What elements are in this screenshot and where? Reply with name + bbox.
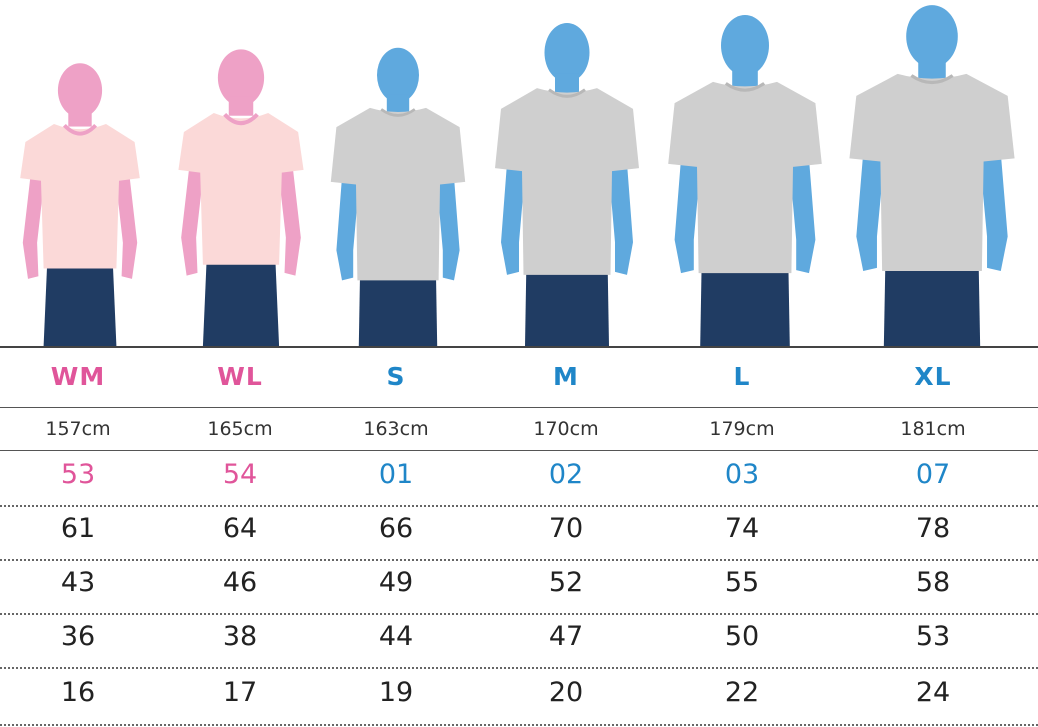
model-height: 181cm xyxy=(900,418,966,440)
table-top-rule xyxy=(0,346,1038,348)
dotted-rule xyxy=(0,613,1038,615)
model-height: 163cm xyxy=(363,418,429,440)
color-code: 02 xyxy=(548,459,584,490)
size-label: WM xyxy=(50,362,106,391)
model-figure xyxy=(173,48,309,346)
model-figure xyxy=(846,2,1018,346)
measurement-value: 46 xyxy=(222,567,258,598)
measurement-value: 17 xyxy=(222,677,258,708)
color-code: 54 xyxy=(222,459,258,490)
measurement-value: 55 xyxy=(724,567,760,598)
measurement-value: 66 xyxy=(378,513,414,544)
color-code: 53 xyxy=(60,459,96,490)
dotted-rule xyxy=(0,505,1038,507)
measurement-value: 74 xyxy=(724,513,760,544)
model-figure xyxy=(328,45,468,346)
measurement-value: 78 xyxy=(915,513,951,544)
rule-under-heights xyxy=(0,450,1038,451)
measurement-value: 19 xyxy=(378,677,414,708)
female-silhouette-icon xyxy=(178,49,304,346)
color-code: 01 xyxy=(378,459,414,490)
model-height: 157cm xyxy=(45,418,111,440)
color-code: 03 xyxy=(724,459,760,490)
model-height: 165cm xyxy=(207,418,273,440)
measurement-value: 22 xyxy=(724,677,760,708)
model-height: 179cm xyxy=(709,418,775,440)
model-figure xyxy=(492,20,642,346)
measurement-value: 49 xyxy=(378,567,414,598)
male-silhouette-icon xyxy=(330,47,466,346)
measurement-value: 64 xyxy=(222,513,258,544)
male-silhouette-icon xyxy=(668,15,822,346)
dotted-rule xyxy=(0,667,1038,669)
measurement-value: 38 xyxy=(222,621,258,652)
dotted-rule xyxy=(0,724,1038,726)
measurement-value: 70 xyxy=(548,513,584,544)
size-label: WL xyxy=(217,362,263,391)
model-figure xyxy=(665,12,825,346)
measurement-value: 43 xyxy=(60,567,96,598)
size-label: S xyxy=(386,362,406,391)
model-figure xyxy=(15,62,145,346)
measurement-value: 36 xyxy=(60,621,96,652)
measurement-value: 50 xyxy=(724,621,760,652)
measurement-value: 47 xyxy=(548,621,584,652)
measurement-value: 16 xyxy=(60,677,96,708)
female-silhouette-icon xyxy=(20,63,140,346)
dotted-rule xyxy=(0,559,1038,561)
male-silhouette-icon xyxy=(495,22,639,346)
measurement-value: 58 xyxy=(915,567,951,598)
rule-under-sizes xyxy=(0,407,1038,408)
size-label: M xyxy=(553,362,579,391)
measurement-value: 24 xyxy=(915,677,951,708)
measurement-value: 61 xyxy=(60,513,96,544)
measurement-value: 52 xyxy=(548,567,584,598)
male-silhouette-icon xyxy=(849,5,1015,346)
measurement-value: 44 xyxy=(378,621,414,652)
model-height: 170cm xyxy=(533,418,599,440)
size-label: L xyxy=(733,362,751,391)
size-label: XL xyxy=(914,362,952,391)
color-code: 07 xyxy=(915,459,951,490)
measurement-value: 20 xyxy=(548,677,584,708)
measurement-value: 53 xyxy=(915,621,951,652)
